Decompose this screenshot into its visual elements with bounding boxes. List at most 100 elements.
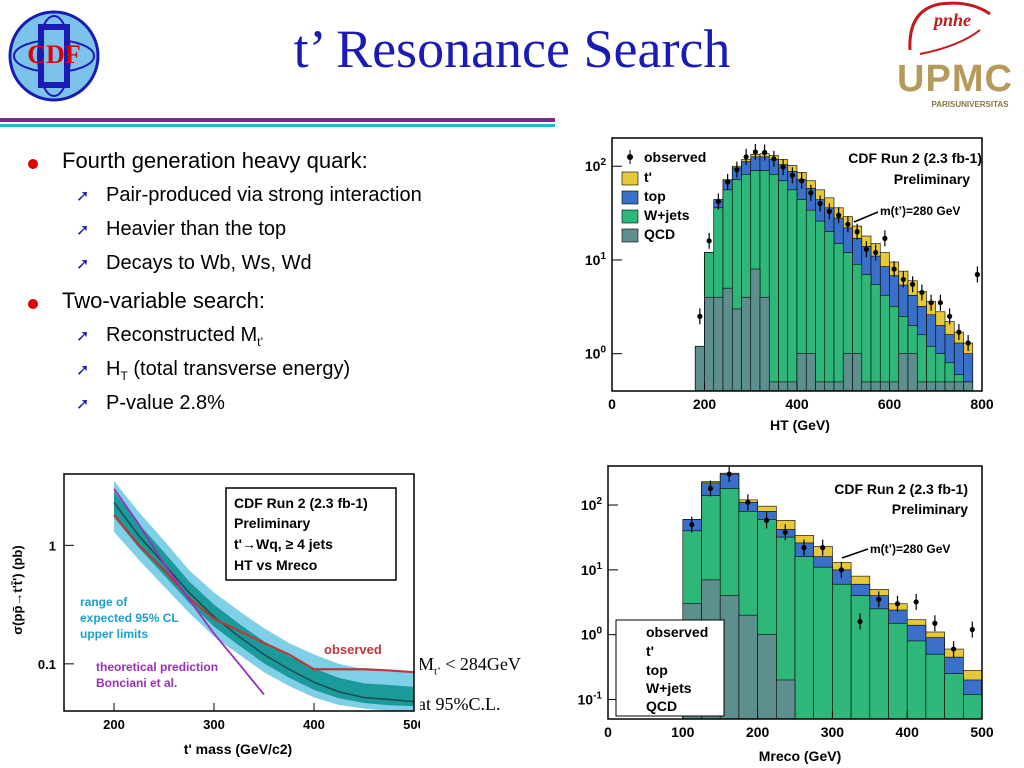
m-xlabel: Mreco (GeV) [759, 748, 841, 764]
xs-line3: t'→Wq, ≥ 4 jets [234, 536, 333, 552]
legend-wjets: W+jets [646, 680, 692, 696]
qcd-bar [815, 381, 826, 392]
wjets-bar [787, 189, 798, 392]
x-tick-label: 300 [821, 724, 845, 740]
bullet-text: Fourth generation heavy quark: [62, 148, 368, 173]
wjets-bar [813, 566, 833, 720]
qcd-bar [824, 381, 835, 392]
qcd-bar [704, 296, 715, 392]
observed-point [950, 646, 957, 652]
x-tick-label: 0 [608, 396, 616, 412]
annotation-arrow [853, 211, 879, 223]
arrow-icon: ➚ [76, 362, 90, 379]
legend-swatch [621, 228, 639, 243]
x-tick-label: 100 [671, 724, 695, 740]
sub-bullet-text: P-value 2.8% [106, 392, 225, 414]
bullet-text: Two-variable search: [62, 288, 265, 313]
qcd-bar [778, 381, 789, 392]
qcd-bar [935, 381, 946, 392]
qcd-bar [889, 381, 900, 392]
qcd-bar [738, 614, 758, 720]
bullet-item: Fourth generation heavy quark: [28, 148, 568, 184]
legend-observed: observed [646, 624, 708, 640]
sub-bullet-text: HT (total transverse energy) [106, 358, 350, 383]
legend-qcd: QCD [644, 226, 675, 242]
sub-bullet: ➚ Reconstructed Mt’ [28, 324, 568, 358]
observed-point [697, 313, 703, 319]
m-annotation: m(t’)=280 GeV [870, 542, 950, 556]
x-tick-label: 0 [604, 724, 612, 740]
observed-point [937, 300, 943, 306]
cdf-logo-text: CDF [27, 40, 81, 69]
limit-note-m: M [418, 654, 435, 674]
qcd-bar [916, 381, 927, 392]
qcd-bar [861, 381, 872, 392]
pnhe-logo: pnhe [900, 0, 1010, 60]
observed-point [726, 471, 732, 477]
x-tick-label: 400 [303, 717, 325, 732]
observed-point [763, 517, 770, 523]
observed-point [947, 313, 953, 319]
legend-wjets: W+jets [644, 207, 690, 223]
observed-point [845, 221, 851, 227]
qcd-bar [898, 353, 909, 392]
sub-bullet: ➚ HT (total transverse energy) [28, 358, 568, 392]
y-tick-label: 0.1 [38, 657, 56, 672]
qcd-bar [722, 287, 733, 392]
sub-bullet: ➚ Heavier than the top [28, 218, 568, 252]
sub-bullet-text: Heavier than the top [106, 218, 287, 240]
observed-point [857, 618, 863, 625]
observed-label: observed [324, 642, 382, 657]
qcd-bar [731, 308, 742, 392]
sub-bullet-mt-sub: t’ [257, 335, 264, 349]
wjets-bar [888, 622, 908, 720]
upmc-logo-sub: PARISUNIVERSITAS [931, 100, 1009, 109]
limit-note-sub: t’ [434, 665, 441, 678]
upmc-logo: UPMC [897, 58, 1013, 100]
observed-point [974, 271, 980, 278]
sub-bullet-ht: H [106, 358, 121, 380]
legend-tprime: t' [644, 169, 652, 185]
xs-xlabel: t' mass (GeV/c2) [184, 741, 292, 757]
wjets-bar [824, 231, 835, 392]
theory-line [113, 488, 265, 696]
wjets-bar [815, 220, 826, 392]
qcd-bar [907, 353, 918, 392]
sub-bullet-text: Decays to Wb, Ws, Wd [106, 252, 312, 274]
qcd-bar [953, 381, 964, 392]
x-tick-label: 400 [785, 396, 809, 412]
annotation-arrow [841, 548, 869, 559]
legend-swatch [621, 171, 639, 186]
observed-point [780, 164, 786, 170]
x-tick-label: 200 [693, 396, 717, 412]
observed-point [932, 620, 938, 626]
wjets-bar [870, 283, 881, 392]
theory-label-1: theoretical prediction [96, 660, 218, 674]
observed-point [808, 190, 814, 196]
legend-tprime: t' [646, 643, 654, 659]
arrow-icon: ➚ [76, 222, 90, 239]
wjets-bar [778, 180, 789, 392]
observed-point [913, 599, 919, 605]
x-tick-label: 300 [203, 717, 225, 732]
observed-point [900, 276, 906, 283]
sub-bullet: ➚ Pair-produced via strong interaction [28, 184, 568, 218]
observed-point [863, 246, 869, 252]
m-title: CDF Run 2 (2.3 fb-1) [834, 481, 968, 497]
ht-xlabel: HT (GeV) [770, 417, 830, 433]
qcd-bar [713, 296, 724, 392]
wjets-bar [832, 583, 852, 720]
observed-point [836, 212, 842, 218]
qcd-bar [833, 381, 844, 392]
wjets-bar [833, 243, 844, 392]
observed-point [715, 198, 721, 205]
sub-bullet: ➚ P-value 2.8% [28, 392, 568, 426]
qcd-bar [757, 634, 777, 720]
observed-point [882, 235, 888, 241]
x-tick-label: 200 [103, 717, 125, 732]
observed-point [894, 601, 901, 607]
observed-point [956, 329, 962, 335]
qcd-bar [750, 268, 761, 392]
observed-point [801, 545, 807, 551]
